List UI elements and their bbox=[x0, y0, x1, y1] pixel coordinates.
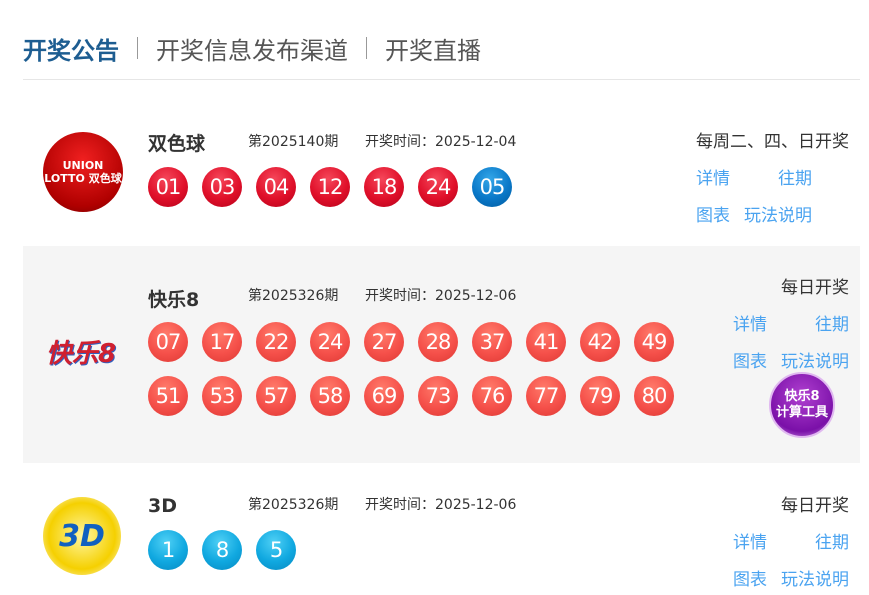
ball: 77 bbox=[526, 376, 566, 416]
ball: 37 bbox=[472, 322, 512, 362]
ball-list: 51 53 57 58 69 73 76 77 79 80 bbox=[148, 376, 674, 416]
kl8-logo[interactable]: 快乐8 bbox=[45, 338, 117, 369]
ball: 27 bbox=[364, 322, 404, 362]
ball: 5 bbox=[256, 530, 296, 570]
ball: 58 bbox=[310, 376, 350, 416]
kl8-calculator-button[interactable]: 快乐8 计算工具 bbox=[769, 372, 835, 438]
ball: 1 bbox=[148, 530, 188, 570]
ball: 17 bbox=[202, 322, 242, 362]
ball: 42 bbox=[580, 322, 620, 362]
rules-link[interactable]: 玩法说明 bbox=[781, 352, 849, 372]
tab-channels[interactable]: 开奖信息发布渠道 bbox=[156, 36, 348, 65]
red-ball: 18 bbox=[364, 167, 404, 207]
ball: 79 bbox=[580, 376, 620, 416]
lottery-row-ssq: UNION LOTTO 双色球 双色球 第2025140期 开奖时间：2025-… bbox=[23, 105, 860, 235]
schedule: 每日开奖 bbox=[781, 278, 849, 298]
issue-number: 第2025140期 bbox=[248, 134, 339, 150]
ball: 76 bbox=[472, 376, 512, 416]
ball: 22 bbox=[256, 322, 296, 362]
history-link[interactable]: 往期 bbox=[815, 315, 849, 335]
ball: 24 bbox=[310, 322, 350, 362]
actions: 每周二、四、日开奖 详情 往期 图表 玩法说明 bbox=[696, 127, 849, 226]
divider bbox=[366, 37, 367, 59]
ball: 49 bbox=[634, 322, 674, 362]
chart-link[interactable]: 图表 bbox=[733, 570, 767, 590]
detail-link[interactable]: 详情 bbox=[733, 315, 767, 335]
red-ball: 04 bbox=[256, 167, 296, 207]
red-ball: 24 bbox=[418, 167, 458, 207]
ball: 73 bbox=[418, 376, 458, 416]
actions: 每日开奖 详情 往期 图表 玩法说明 bbox=[733, 273, 849, 372]
history-link[interactable]: 往期 bbox=[778, 169, 812, 189]
lottery-name[interactable]: 3D bbox=[148, 495, 177, 517]
ball-list: 07 17 22 24 27 28 37 41 42 49 bbox=[148, 322, 674, 362]
red-ball: 03 bbox=[202, 167, 242, 207]
ball: 28 bbox=[418, 322, 458, 362]
ball: 80 bbox=[634, 376, 674, 416]
tab-live[interactable]: 开奖直播 bbox=[385, 36, 481, 65]
ball: 41 bbox=[526, 322, 566, 362]
chart-link[interactable]: 图表 bbox=[733, 352, 767, 372]
red-ball: 01 bbox=[148, 167, 188, 207]
tab-announcement[interactable]: 开奖公告 bbox=[23, 36, 119, 65]
ball: 8 bbox=[202, 530, 242, 570]
divider bbox=[137, 37, 138, 59]
ball: 53 bbox=[202, 376, 242, 416]
schedule: 每周二、四、日开奖 bbox=[696, 132, 849, 152]
ball: 69 bbox=[364, 376, 404, 416]
blue-ball: 05 bbox=[472, 167, 512, 207]
draw-time: 开奖时间：2025-12-06 bbox=[365, 288, 517, 304]
actions: 每日开奖 详情 往期 图表 玩法说明 bbox=[733, 491, 849, 590]
detail-link[interactable]: 详情 bbox=[733, 533, 767, 553]
lottery-name[interactable]: 双色球 bbox=[148, 133, 206, 155]
lottery-row-3d: 3D 3D 第2025326期 开奖时间：2025-12-06 1 8 5 每日… bbox=[23, 480, 860, 595]
lottery-row-kl8: 快乐8 快乐8 第2025326期 开奖时间：2025-12-06 07 17 … bbox=[23, 246, 860, 463]
draw-time: 开奖时间：2025-12-04 bbox=[365, 134, 517, 150]
issue-number: 第2025326期 bbox=[248, 497, 339, 513]
ball: 57 bbox=[256, 376, 296, 416]
schedule: 每日开奖 bbox=[781, 496, 849, 516]
red-ball: 12 bbox=[310, 167, 350, 207]
history-link[interactable]: 往期 bbox=[815, 533, 849, 553]
tab-bar: 开奖公告 开奖信息发布渠道 开奖直播 bbox=[23, 30, 481, 66]
rules-link[interactable]: 玩法说明 bbox=[781, 570, 849, 590]
detail-link[interactable]: 详情 bbox=[696, 169, 730, 189]
issue-number: 第2025326期 bbox=[248, 288, 339, 304]
ball-list: 01 03 04 12 18 24 05 bbox=[148, 167, 512, 207]
chart-link[interactable]: 图表 bbox=[696, 206, 730, 226]
ball-list: 1 8 5 bbox=[148, 530, 296, 570]
ssq-logo[interactable]: UNION LOTTO 双色球 bbox=[43, 132, 123, 212]
rules-link[interactable]: 玩法说明 bbox=[744, 206, 812, 226]
ball: 07 bbox=[148, 322, 188, 362]
ball: 51 bbox=[148, 376, 188, 416]
draw-time: 开奖时间：2025-12-06 bbox=[365, 497, 517, 513]
lottery-name[interactable]: 快乐8 bbox=[148, 289, 200, 311]
3d-logo[interactable]: 3D bbox=[43, 497, 121, 575]
divider bbox=[23, 79, 860, 80]
